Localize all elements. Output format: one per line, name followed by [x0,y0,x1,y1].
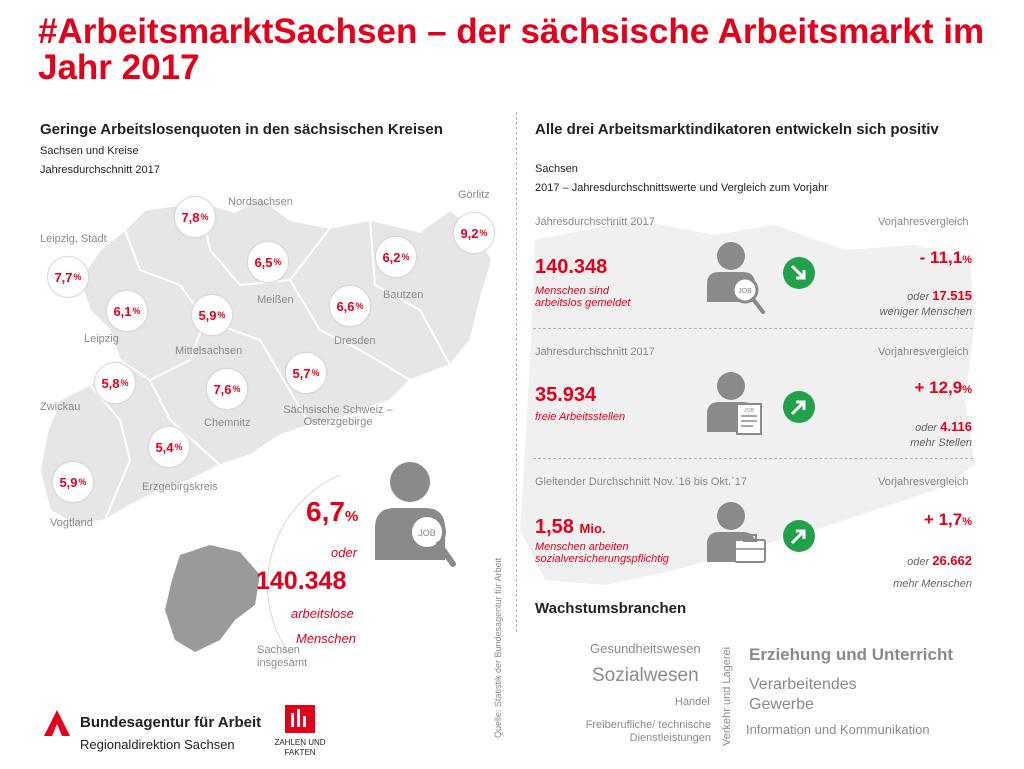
rate-bubble-leipzig: 6,1% [106,290,148,332]
total-arc [267,474,341,656]
employed-briefcase-icon [707,502,766,563]
branch-erziehung: Erziehung und Unterricht [749,645,953,664]
indicator-divider-1 [533,328,973,329]
indicator-3-desc-1: Menschen arbeiten [535,541,629,553]
branch-sozialwesen: Sozialwesen [592,665,699,686]
indicator-divider-2 [533,458,973,459]
indicator-3-desc-2: sozialversicherungspflichtig [535,553,669,565]
total-rate: 6,7% [306,496,359,527]
indicator-1-desc-2: arbeitslos gemeldet [535,297,631,309]
branch-gesundheitswesen: Gesundheitswesen [590,641,701,656]
section-divider [516,112,517,632]
region-label-dresden: Dresden [334,335,376,347]
indicator-1-abs-change: oder 17.515 weniger Menschen [879,288,972,318]
region-label-mittelsachsen: Mittelsachsen [175,345,243,357]
right-subtitle-2: 2017 – Jahresdurchschnittswerte und Verg… [535,182,828,194]
total-region-label-2: insgesamt [257,657,308,669]
saxony-total-map [165,545,260,652]
region-label-zwickau: Zwickau [40,401,81,413]
indicator-2-compare-label: Vorjahresvergleich [878,346,969,358]
svg-text:JOB: JOB [738,288,752,295]
rate-bubble-bautzen: 6,2% [375,236,417,278]
indicator-2-value: 35.934 [535,384,597,406]
svg-text:JOB: JOB [418,528,436,538]
indicator-1-compare-label: Vorjahresvergleich [878,216,969,228]
source-note: Quelle: Statistik der Bundesagentur für … [493,557,503,738]
total-count-desc-2: Menschen [296,631,356,646]
rate-bubble-nordsachsen: 7,8% [174,196,216,238]
unemployed-person-icon: JOB [375,462,456,567]
indicator-3-abs-change: oder 26.662 mehr Menschen [893,553,972,590]
page-title: #ArbeitsmarktSachsen – der sächsische Ar… [38,12,985,87]
org-division: Regionaldirektion Sachsen [80,737,235,752]
indicator-3-compare-label: Vorjahresvergleich [878,476,969,488]
total-region-label-1: Sachsen [257,644,300,656]
branch-information-kommunikation: Information und Kommunikation [746,722,930,737]
indicator-map-background [520,220,975,585]
left-subtitle-2: Jahresdurchschnitt 2017 [40,164,160,176]
region-label-saechsische-schweiz: Sächsische Schweiz – Osterzgebirge [283,404,393,428]
region-label-chemnitz: Chemnitz [204,417,251,429]
indicator-2-desc-1: freie Arbeitsstellen [535,411,626,423]
trend-down-icon [783,257,815,289]
right-subtitle-1: Sachsen [535,163,578,175]
org-name: Bundesagentur für Arbeit [80,714,262,731]
rate-bubble-leipzig-stadt: 7,7% [47,256,89,298]
job-search-icon: JOB [707,242,765,314]
region-label-bautzen: Bautzen [383,289,424,301]
indicator-2-abs-change: oder 4.116 mehr Stellen [910,419,972,449]
trend-up-icon-2 [783,520,815,552]
indicator-1-desc-1: Menschen sind [535,285,609,297]
indicator-1-value: 140.348 [535,256,608,278]
branch-verkehr-lagerei: Verkehr und Lagerei [721,646,733,746]
left-subtitle-1: Sachsen und Kreise [40,145,139,157]
rate-bubble-meissen: 6,5% [247,241,289,283]
rate-bubble-erzgebirgskreis: 5,4% [148,426,190,468]
total-count-desc-1: arbeitslose [291,606,354,621]
region-label-erzgebirgskreis: Erzgebirgskreis [142,481,218,493]
indicator-3-value: 1,58 Mio. [535,516,606,538]
region-label-goerlitz: Görlitz [458,189,490,201]
region-label-leipzig: Leipzig [84,333,119,345]
job-offer-document-icon: JOB [707,372,762,435]
region-label-meissen: Meißen [257,294,294,306]
branch-verarbeitendes-gewerbe: Verarbeitendes Gewerbe [749,676,857,713]
indicator-3-change: + 1,7% [923,510,972,529]
region-label-nordsachsen: Nordsachsen [228,196,293,208]
rate-bubble-mittelsachsen: 5,9% [191,294,233,336]
ba-logo-icon [44,710,70,736]
indicator-2-period: Jahresdurchschnitt 2017 [535,346,655,358]
trend-up-icon [783,391,815,423]
zahlen-fakten-logo-icon [285,705,315,733]
left-heading: Geringe Arbeitslosenquoten in den sächsi… [40,121,443,138]
branch-freiberufliche: Freiberufliche/ technische Dienstleistung… [585,719,711,744]
zahlen-fakten-logo-text: ZAHLEN UND FAKTEN [274,738,326,757]
rate-bubble-zwickau: 5,8% [94,362,136,404]
region-label-vogtland: Vogtland [50,517,93,529]
rate-bubble-goerlitz: 9,2% [453,212,495,254]
indicator-3-period: Gleitender Durchschnitt Nov.`16 bis Okt.… [535,476,747,488]
indicator-1-period: Jahresdurchschnitt 2017 [535,216,655,228]
indicator-2-change: + 12,9% [914,378,972,397]
growth-heading: Wachstumsbranchen [535,600,687,617]
rate-bubble-dresden: 6,6% [329,285,371,327]
right-heading: Alle drei Arbeitsmarktindikatoren entwic… [535,121,939,138]
total-oder: oder [331,545,358,560]
region-label-leipzig-stadt: Leipzig, Stadt [40,233,107,245]
svg-text:JOB: JOB [744,408,754,414]
rate-bubble-vogtland: 5,9% [52,461,94,503]
rate-bubble-saechsische-schweiz: 5,7% [285,352,327,394]
rate-bubble-chemnitz: 7,6% [206,368,248,410]
indicator-1-change: - 11,1% [919,248,972,267]
branch-handel: Handel [675,696,710,708]
total-count: 140.348 [256,567,347,595]
